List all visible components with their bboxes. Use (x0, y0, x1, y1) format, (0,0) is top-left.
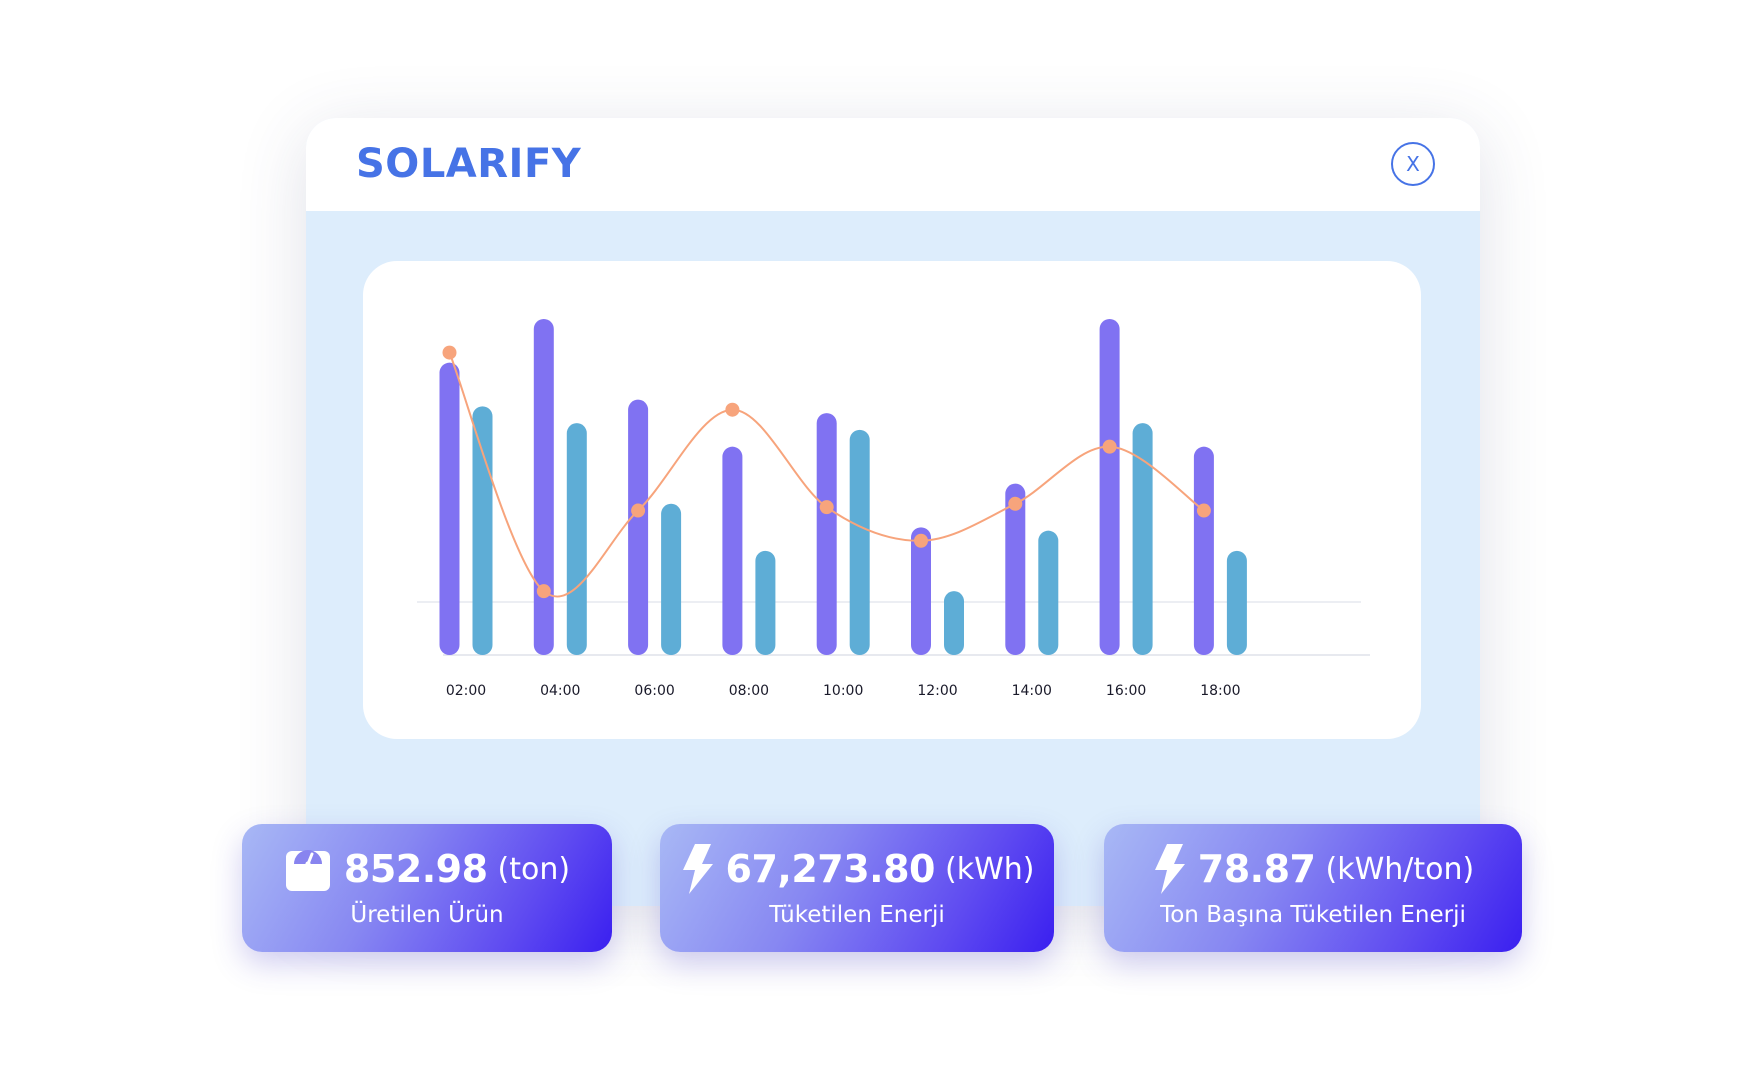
stat-unit: (ton) (497, 851, 571, 887)
scale-icon (284, 845, 332, 893)
bar-series-1-bar (816, 413, 837, 655)
x-axis-ticks: 02:00 04:00 06:00 08:00 10:00 12:00 14:00 16:00… (446, 683, 1241, 699)
stat-card-produced[interactable]: 852.98 (ton) Üretilen Ürün (242, 824, 612, 952)
stat-unit: (kWh) (945, 851, 1035, 887)
lightning-icon (1152, 844, 1186, 894)
close-button[interactable]: X (1391, 142, 1435, 186)
lightning-icon (680, 844, 714, 894)
x-tick-label: 04:00 (540, 683, 580, 699)
bar-series-1-bar (439, 362, 460, 655)
x-tick-label: 08:00 (729, 683, 769, 699)
bar-series-1-bar (1099, 319, 1120, 655)
bar-series-2-bar (1132, 423, 1153, 655)
x-tick-label: 10:00 (823, 683, 863, 699)
stat-value: 852.98 (343, 847, 488, 891)
line-point (725, 402, 740, 417)
stat-value: 78.87 (1197, 847, 1316, 891)
close-icon: X (1406, 152, 1420, 176)
window-header: SOLARIFY X (306, 118, 1480, 211)
x-tick-label: 14:00 (1012, 683, 1052, 699)
line-point (1008, 496, 1023, 511)
bars-layer (439, 319, 1247, 655)
chart-card: 02:00 04:00 06:00 08:00 10:00 12:00 14:00 16:00… (363, 261, 1421, 739)
line-point (1102, 439, 1117, 454)
energy-chart: 02:00 04:00 06:00 08:00 10:00 12:00 14:00 16:00… (417, 319, 1370, 699)
bar-series-1-bar (911, 527, 931, 655)
bar-series-1-bar (1193, 446, 1214, 655)
bar-series-2-bar (1038, 530, 1059, 655)
bar-series-1-bar (722, 446, 743, 655)
line-point (914, 533, 928, 548)
bar-series-1-bar (1005, 483, 1026, 655)
line-point (819, 500, 834, 515)
bar-series-2-bar (472, 406, 493, 655)
x-tick-label: 12:00 (917, 683, 957, 699)
stat-card-consumed[interactable]: 67,273.80 (kWh) Tüketilen Enerji (660, 824, 1054, 952)
points-layer (442, 345, 1211, 599)
bar-series-2-bar (755, 550, 776, 655)
line-point (536, 584, 551, 599)
x-tick-label: 18:00 (1200, 683, 1240, 699)
x-tick-label: 02:00 (446, 683, 486, 699)
x-tick-label: 16:00 (1106, 683, 1146, 699)
stat-label: Ton Başına Tüketilen Enerji (1160, 902, 1466, 928)
app-window: SOLARIFY X 02:00 04:00 06:00 08:00 10:00 12:0… (306, 118, 1480, 906)
stat-card-per-ton[interactable]: 78.87 (kWh/ton) Ton Başına Tüketilen Ene… (1104, 824, 1522, 952)
app-title: SOLARIFY (356, 141, 582, 187)
bar-series-2-bar (849, 429, 870, 655)
bar-series-1-bar (533, 319, 554, 655)
bar-series-2-bar (661, 503, 682, 655)
bar-series-1-bar (628, 399, 649, 655)
bar-series-2-bar (566, 423, 587, 655)
stat-value: 67,273.80 (725, 847, 936, 891)
stat-unit: (kWh/ton) (1325, 851, 1475, 887)
bar-series-2-bar (944, 591, 964, 655)
x-tick-label: 06:00 (634, 683, 674, 699)
bar-series-2-bar (1226, 550, 1247, 655)
line-point (631, 503, 646, 518)
stat-label: Tüketilen Enerji (769, 902, 945, 928)
stat-label: Üretilen Ürün (350, 902, 504, 928)
line-point (442, 345, 457, 360)
line-point (1196, 503, 1211, 518)
